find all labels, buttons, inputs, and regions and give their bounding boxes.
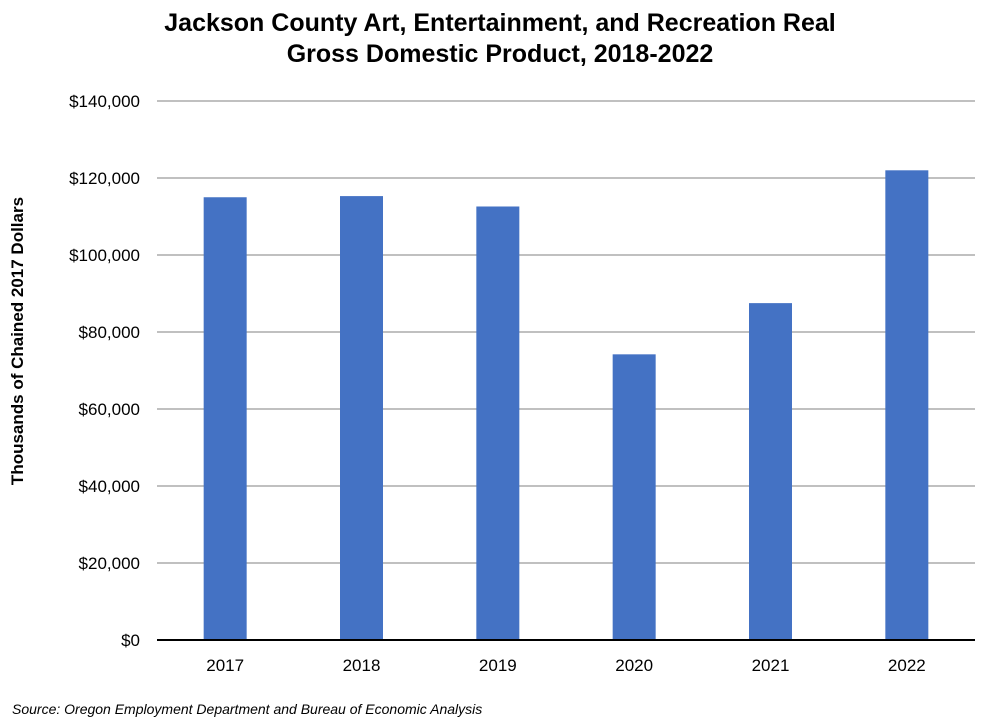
y-tick-label: $100,000 (69, 246, 140, 265)
x-tick-label: 2018 (343, 656, 381, 675)
bar-2022 (885, 170, 929, 641)
source-note: Source: Oregon Employment Department and… (12, 701, 483, 717)
x-tick-label: 2019 (479, 656, 517, 675)
x-tick-label: 2022 (888, 656, 926, 675)
x-tick-label: 2021 (752, 656, 790, 675)
bars (203, 170, 929, 641)
x-tick-label: 2020 (615, 656, 653, 675)
y-tick-label: $60,000 (79, 400, 140, 419)
bar-2021 (749, 303, 792, 640)
x-axis-ticks: 2017 2018 2019 2020 2021 2022 (206, 656, 925, 675)
bar-2018 (340, 196, 383, 640)
bar-2019 (476, 206, 520, 641)
y-tick-label: $0 (121, 631, 140, 650)
y-axis-ticks: $0 $20,000 $40,000 $60,000 $80,000 $100,000 $1… (69, 92, 140, 650)
y-tick-label: $80,000 (79, 323, 140, 342)
y-tick-label: $120,000 (69, 169, 140, 188)
bar-2020 (612, 354, 656, 640)
chart-title-line-2: Gross Domestic Product, 2018-2022 (286, 40, 714, 68)
gridlines (157, 100, 975, 564)
bar-2017 (203, 197, 247, 640)
y-tick-label: $140,000 (69, 92, 140, 111)
chart-title: Jackson County Art, Entertainment, and R… (0, 8, 1000, 70)
y-axis-label: Thousands of Chained 2017 Dollars (8, 197, 27, 485)
y-tick-label: $20,000 (79, 554, 140, 573)
y-tick-label: $40,000 (79, 477, 140, 496)
chart-title-line-1: Jackson County Art, Entertainment, and R… (164, 9, 836, 37)
x-tick-label: 2017 (206, 656, 244, 675)
